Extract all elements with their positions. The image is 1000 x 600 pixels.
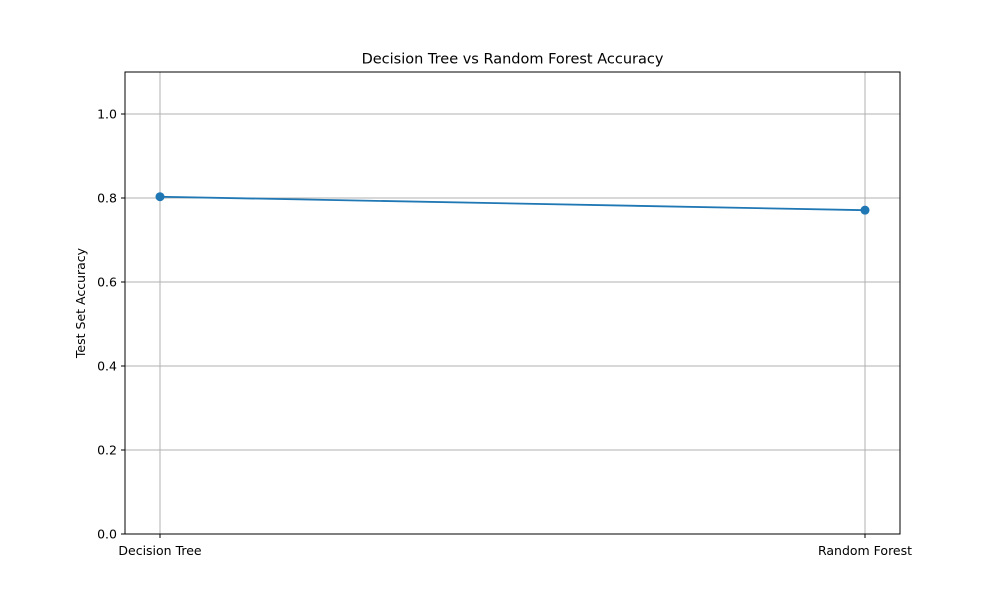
y-tick-label: 0.4 (97, 359, 117, 374)
grid (125, 72, 900, 535)
y-tick-label: 0.8 (97, 191, 117, 206)
y-tick-label: 0.0 (97, 527, 117, 542)
y-axis: 0.0 0.2 0.4 0.6 0.8 1.0 (97, 107, 125, 542)
y-tick-label: 1.0 (97, 107, 117, 122)
y-tick-label: 0.2 (97, 443, 117, 458)
plot-area-frame (124, 71, 901, 535)
x-tick-label: Decision Tree (118, 543, 202, 558)
data-point (155, 192, 165, 202)
chart-title: Decision Tree vs Random Forest Accuracy (362, 52, 664, 68)
series-layer (155, 192, 870, 215)
y-axis-label: Test Set Accuracy (73, 247, 88, 359)
data-point (860, 205, 870, 215)
series-line (159, 195, 866, 212)
x-axis: Decision Tree Random Forest (118, 534, 912, 558)
y-tick-label: 0.6 (97, 275, 117, 290)
x-tick-label: Random Forest (818, 543, 912, 558)
